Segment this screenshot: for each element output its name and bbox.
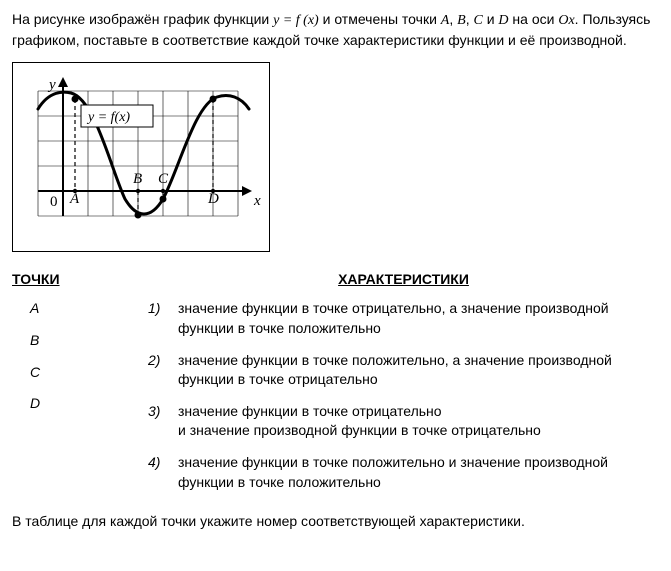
characteristics-column: ХАРАКТЕРИСТИКИ 1) значение функции в точк… <box>148 270 659 504</box>
problem-statement: На рисунке изображён график функции y = … <box>12 10 659 50</box>
svg-text:0: 0 <box>50 194 58 210</box>
characteristic-text: значение функции в точке положительно и … <box>178 453 659 492</box>
characteristic-number: 4) <box>148 453 168 492</box>
intro-prefix: На рисунке изображён график функции <box>12 11 273 27</box>
intro-D: D <box>498 13 508 28</box>
characteristic-text: значение функции в точке отрицательно, а… <box>178 299 659 338</box>
svg-text:D: D <box>207 191 219 207</box>
characteristics-list: 1) значение функции в точке отрицательно,… <box>148 299 659 492</box>
characteristic-number: 1) <box>148 299 168 338</box>
characteristic-text: значение функции в точке отрицательно и … <box>178 402 659 441</box>
intro-A: A <box>441 13 450 28</box>
characteristic-item: 1) значение функции в точке отрицательно,… <box>148 299 659 338</box>
point-label: B <box>12 331 112 351</box>
characteristic-number: 2) <box>148 351 168 390</box>
point-label: D <box>12 394 112 414</box>
footer-instruction: В таблице для каждой точки укажите номер… <box>12 512 659 532</box>
svg-text:y: y <box>47 77 56 93</box>
graph-container: y x 0 y = f(x) A BC D <box>12 62 270 252</box>
characteristic-item: 2) значение функции в точке положительно,… <box>148 351 659 390</box>
svg-text:C: C <box>158 171 169 187</box>
svg-text:A: A <box>69 191 80 207</box>
point-label: C <box>12 363 112 383</box>
characteristic-item: 3) значение функции в точке отрицательно … <box>148 402 659 441</box>
characteristic-item: 4) значение функции в точке положительно … <box>148 453 659 492</box>
intro-axis: Ox <box>558 13 574 28</box>
intro-func: y = f (x) <box>273 13 319 28</box>
characteristic-text: значение функции в точке положительно, а… <box>178 351 659 390</box>
intro-C: C <box>473 13 482 28</box>
characteristic-number: 3) <box>148 402 168 441</box>
points-list: ABCD <box>12 299 112 413</box>
svg-text:y = f(x): y = f(x) <box>86 110 130 125</box>
points-column: ТОЧКИ ABCD <box>12 270 112 504</box>
svg-text:x: x <box>253 193 261 209</box>
intro-B: B <box>457 13 466 28</box>
point-label: A <box>12 299 112 319</box>
matching-section: ТОЧКИ ABCD ХАРАКТЕРИСТИКИ 1) значение фун… <box>12 270 659 504</box>
function-graph: y x 0 y = f(x) A BC D <box>19 69 263 239</box>
intro-axis-prefix: на оси <box>509 11 559 27</box>
svg-text:B: B <box>133 171 142 187</box>
intro-mid: и отмечены точки <box>319 11 441 27</box>
chars-heading: ХАРАКТЕРИСТИКИ <box>148 270 659 290</box>
points-heading: ТОЧКИ <box>12 270 112 290</box>
